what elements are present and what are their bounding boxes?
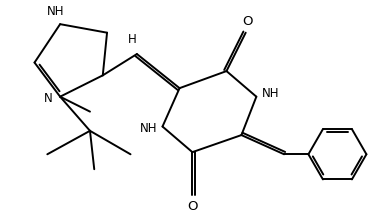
Text: H: H [128, 33, 136, 46]
Text: N: N [44, 92, 53, 105]
Text: NH: NH [47, 5, 65, 18]
Text: O: O [187, 200, 198, 213]
Text: NH: NH [140, 122, 157, 135]
Text: O: O [243, 15, 253, 28]
Text: NH: NH [262, 87, 279, 100]
